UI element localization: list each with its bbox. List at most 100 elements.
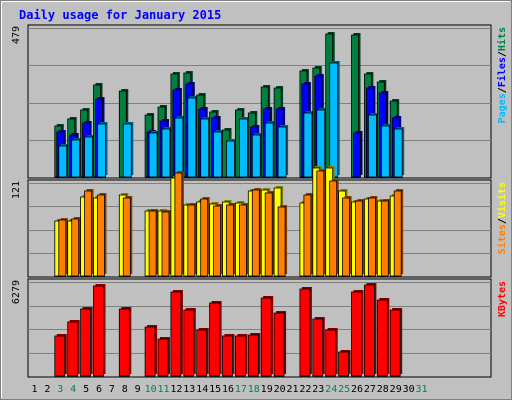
bar-kbytes-day-25 xyxy=(338,351,350,377)
bar-pages-day-19 xyxy=(264,122,274,178)
bar-pages-day-29 xyxy=(393,128,403,178)
x-tick-label-day-25: 25 xyxy=(338,384,350,395)
legend-entry: Pages xyxy=(497,93,508,123)
bar-sites-day-8 xyxy=(122,197,131,277)
bar-sites-day-24 xyxy=(329,180,338,277)
bar-files-day-26 xyxy=(353,132,361,178)
bar-kbytes-day-5 xyxy=(80,308,91,377)
bar-pages-day-14 xyxy=(200,118,210,178)
bar-sites-day-29 xyxy=(393,190,402,277)
panel-visits-sites: 121 Sites/Visits xyxy=(11,166,508,278)
bar-sites-day-5 xyxy=(84,190,92,277)
bar-kbytes-day-23 xyxy=(312,318,324,377)
chart-title: Daily usage for January 2015 xyxy=(19,8,221,22)
legend-entry: / xyxy=(497,87,508,93)
bar-kbytes-day-4 xyxy=(67,321,79,377)
y-max-label: 121 xyxy=(11,181,22,199)
legend-kbytes: KBytes xyxy=(497,281,508,317)
x-tick-label-day-30: 30 xyxy=(403,384,415,395)
bar-pages-day-3 xyxy=(58,145,68,178)
x-tick-label-day-8: 8 xyxy=(122,384,128,395)
bar-kbytes-day-18 xyxy=(247,334,259,377)
bar-kbytes-day-22 xyxy=(299,288,311,377)
x-tick-label-day-17: 17 xyxy=(235,384,247,395)
bar-sites-day-11 xyxy=(161,211,170,277)
bar-pages-day-4 xyxy=(71,139,81,178)
bar-pages-day-15 xyxy=(213,131,223,178)
x-tick-label-day-23: 23 xyxy=(312,384,324,395)
x-tick-label-day-20: 20 xyxy=(274,384,286,395)
x-tick-label-day-16: 16 xyxy=(222,384,234,395)
bar-kbytes-day-28 xyxy=(376,299,388,377)
bar-sites-day-23 xyxy=(316,170,325,277)
bar-pages-day-24 xyxy=(329,62,339,178)
x-tick-label-day-5: 5 xyxy=(83,384,89,395)
legend-entry: / xyxy=(497,51,508,57)
bar-sites-day-17 xyxy=(238,204,247,277)
x-tick-label-day-14: 14 xyxy=(196,384,208,395)
legend-entry: Hits xyxy=(496,27,508,51)
x-tick-label-day-15: 15 xyxy=(209,384,221,395)
bar-pages-day-5 xyxy=(84,136,93,178)
bar-sites-day-25 xyxy=(342,197,351,277)
bar-sites-day-10 xyxy=(148,210,157,277)
bar-kbytes-day-16 xyxy=(222,335,233,377)
x-tick-label-day-27: 27 xyxy=(364,384,376,395)
x-tick-label-day-13: 13 xyxy=(183,384,195,395)
bar-kbytes-day-12 xyxy=(170,291,182,377)
bar-pages-day-16 xyxy=(226,140,235,178)
x-tick-label-day-7: 7 xyxy=(109,384,115,395)
bar-kbytes-day-3 xyxy=(54,335,66,377)
bar-kbytes-day-13 xyxy=(183,309,195,377)
bar-pages-day-8 xyxy=(122,123,132,178)
bar-sites-day-4 xyxy=(71,218,80,277)
bar-pages-day-6 xyxy=(97,123,106,178)
bar-kbytes-day-26 xyxy=(351,291,362,377)
legend-entry: / xyxy=(497,218,508,224)
x-tick-label-day-2: 2 xyxy=(44,384,50,395)
bar-sites-day-18 xyxy=(251,189,260,277)
legend-visits-sites: Sites/Visits xyxy=(496,182,508,254)
bar-sites-day-15 xyxy=(213,205,222,277)
bar-kbytes-day-10 xyxy=(144,326,156,377)
bar-pages-day-11 xyxy=(161,128,171,178)
bar-kbytes-day-8 xyxy=(118,308,130,377)
x-tick-label-day-10: 10 xyxy=(145,384,157,395)
bar-pages-day-10 xyxy=(148,132,158,178)
bar-pages-day-18 xyxy=(251,134,261,178)
y-max-label: 6279 xyxy=(11,280,22,304)
legend-entry: KBytes xyxy=(497,281,508,317)
legend-entry: Sites xyxy=(496,224,508,254)
x-tick-label-day-4: 4 xyxy=(70,384,76,395)
x-tick-label-day-19: 19 xyxy=(261,384,273,395)
x-tick-label-day-26: 26 xyxy=(351,384,363,395)
bar-kbytes-day-29 xyxy=(389,309,401,377)
bar-sites-day-13 xyxy=(187,204,196,277)
legend-hits-files-pages: Pages/Files/Hits xyxy=(496,27,508,123)
bar-sites-day-27 xyxy=(367,197,376,277)
x-tick-label-day-9: 9 xyxy=(135,384,141,395)
bar-sites-day-28 xyxy=(380,200,389,277)
bar-pages-day-17 xyxy=(238,118,248,178)
bar-pages-day-13 xyxy=(187,97,197,178)
bar-sites-day-26 xyxy=(355,200,363,277)
legend-entry: Visits xyxy=(496,182,508,218)
panel-kbytes: 6279 KBytes xyxy=(11,278,508,378)
x-tick-label-day-21: 21 xyxy=(286,384,298,395)
bar-sites-day-14 xyxy=(200,198,209,277)
bar-pages-day-12 xyxy=(174,117,184,178)
bar-sites-day-16 xyxy=(226,204,234,277)
x-tick-label-day-31: 31 xyxy=(415,384,427,395)
bar-kbytes-day-6 xyxy=(93,285,104,377)
bar-sites-day-6 xyxy=(97,194,105,277)
bar-pages-day-22 xyxy=(303,112,313,178)
x-tick-label-day-3: 3 xyxy=(57,384,63,395)
x-tick-label-day-11: 11 xyxy=(157,384,169,395)
bar-sites-day-20 xyxy=(277,206,286,277)
legend-entry: Files xyxy=(496,57,508,87)
bar-sites-day-3 xyxy=(58,219,67,277)
x-tick-label-day-1: 1 xyxy=(31,384,37,395)
bar-sites-day-22 xyxy=(303,194,312,277)
